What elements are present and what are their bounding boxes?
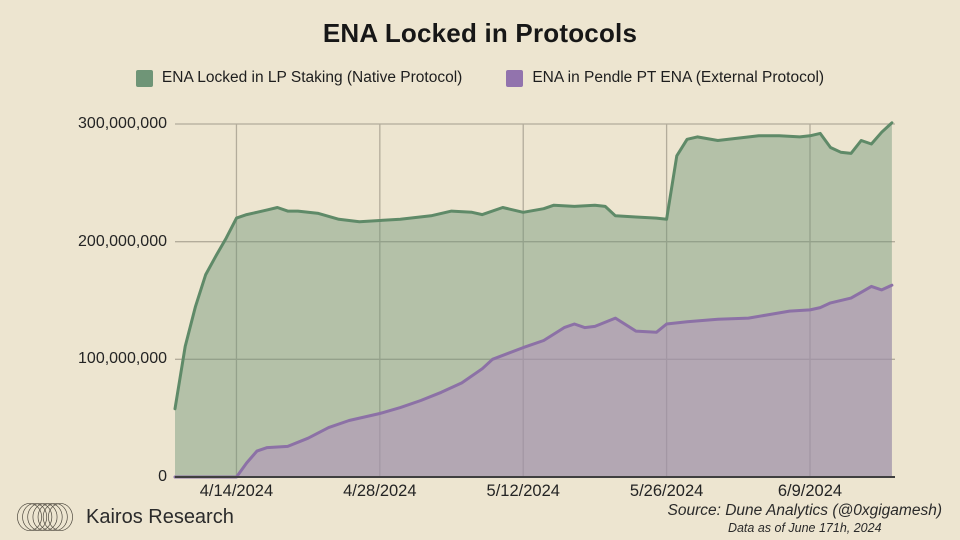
brand-name: Kairos Research [86,505,234,528]
y-tick-label: 100,000,000 [78,350,167,368]
x-tick-label: 4/14/2024 [199,482,274,500]
legend-item-lp-staking: ENA Locked in LP Staking (Native Protoco… [135,69,463,87]
y-tick-label: 200,000,000 [78,232,167,250]
page-title: ENA Locked in Protocols [322,18,638,48]
kairos-rings-logo-icon [17,503,73,531]
y-tick-label: 0 [158,468,167,485]
source-line: Source: Dune Analytics (@0xgigamesh) [667,502,942,519]
lp-staking-line [173,121,894,411]
x-tick-label: 6/9/2024 [777,482,843,500]
y-tick-label: 300,000,000 [78,115,167,132]
purple-swatch-icon [506,69,524,87]
pendle-area [175,285,892,477]
brand-footer: Kairos Research [16,501,234,533]
source-attribution: Source: Dune Analytics (@0xgigamesh) Dat… [668,502,942,535]
data-as-of-line: Data as of June 171h, 2024 [727,521,882,535]
green-swatch-icon [135,69,153,87]
x-tick-label: 5/26/2024 [629,482,704,500]
legend-label-lp-staking: ENA Locked in LP Staking (Native Protoco… [161,69,463,86]
legend-label-pendle: ENA in Pendle PT ENA (External Protocol) [532,69,825,86]
x-tick-label: 5/12/2024 [486,482,560,500]
chart-legend: ENA Locked in LP Staking (Native Protoco… [0,69,960,87]
pendle-line [173,283,894,479]
legend-item-pendle: ENA in Pendle PT ENA (External Protocol) [506,69,824,87]
x-tick-label: 4/28/2024 [343,482,417,500]
